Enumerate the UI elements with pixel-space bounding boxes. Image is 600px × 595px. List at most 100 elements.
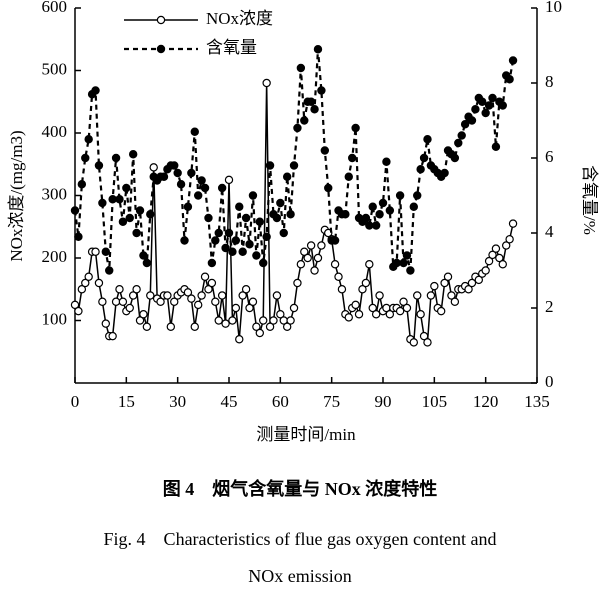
caption-cn: 图 4 烟气含氧量与 NOx 浓度特性 [163,478,438,499]
x-axis-label: 测量时间/min [256,425,356,444]
data-point [146,210,155,219]
data-point [303,253,312,263]
caption-en: NOx emission [248,566,352,586]
data-point [159,172,169,181]
data-point [300,116,309,125]
y2-tick-label: 2 [545,297,554,316]
data-point [371,310,381,319]
data-point [450,153,460,163]
data-point [146,291,155,300]
data-point [204,213,213,223]
data-point [378,198,388,208]
y-tick-label: 600 [42,0,68,16]
data-point [351,300,360,310]
data-point [170,161,179,170]
data-point [248,191,258,200]
y2-tick-label: 8 [545,72,554,91]
data-point [197,291,206,300]
data-point [221,243,230,253]
data-point [491,244,501,253]
data-point [94,161,104,170]
data-point [488,93,497,103]
data-point [382,157,391,166]
data-point [495,253,504,263]
data-point [231,303,241,313]
data-point [320,146,330,155]
data-point [481,266,490,275]
data-point [337,285,347,294]
data-point [426,291,436,300]
data-point [139,251,148,260]
data-point [419,331,429,341]
x-tick-label: 90 [375,392,392,411]
data-point [200,272,210,281]
data-point [245,303,254,313]
data-point [416,165,425,174]
data-point [98,297,107,306]
y-tick-label: 300 [42,184,68,203]
data-point [105,266,114,275]
data-point [330,236,340,245]
data-point [385,310,395,319]
data-point [211,297,220,306]
data-point [128,150,138,159]
data-point [467,278,477,288]
data-point [142,258,152,268]
data-point [358,285,367,294]
data-point [77,180,87,189]
data-point [317,86,326,95]
data-point [259,258,268,268]
data-point [375,210,384,219]
data-point [224,228,234,238]
data-point [296,260,306,269]
data-point [289,303,299,313]
data-point [139,310,148,319]
data-point [276,310,285,319]
data-point [409,338,418,347]
data-point [176,180,186,189]
data-point [228,247,237,256]
data-point [190,127,199,136]
data-point [241,285,251,294]
data-point [279,228,288,238]
data-point [348,153,357,163]
data-point [149,163,158,172]
data-point [450,297,460,306]
data-point [402,303,412,313]
data-point [334,272,343,281]
data-point [156,297,165,306]
data-point [84,272,93,281]
series-line [73,49,515,271]
data-point [440,278,449,288]
data-point [371,221,381,230]
data-point [409,202,418,211]
data-point [368,303,377,313]
data-point [344,313,353,322]
x-tick-label: 135 [524,392,550,411]
data-point [118,217,128,226]
data-point [341,210,350,219]
data-point [217,291,227,300]
data-point [317,241,326,250]
data-point [385,206,395,215]
data-point [502,241,511,250]
data-point [166,322,176,331]
data-point [351,123,360,133]
data-point [395,306,405,316]
data-point [293,278,302,288]
y-axis-label: NOx浓度/(mg/m3) [7,130,26,261]
data-point [368,202,377,211]
data-point [324,183,333,193]
y-tick-label: 100 [42,309,68,328]
x-tick-label: 30 [169,392,186,411]
data-point [430,281,439,291]
data-point [505,235,514,244]
data-point [484,101,494,110]
data-point [125,303,134,313]
legend-marker [156,44,166,54]
data-point [508,56,518,65]
data-point [142,322,152,331]
x-tick-label: 120 [473,392,499,411]
data-point [98,198,107,208]
data-point [365,221,374,230]
